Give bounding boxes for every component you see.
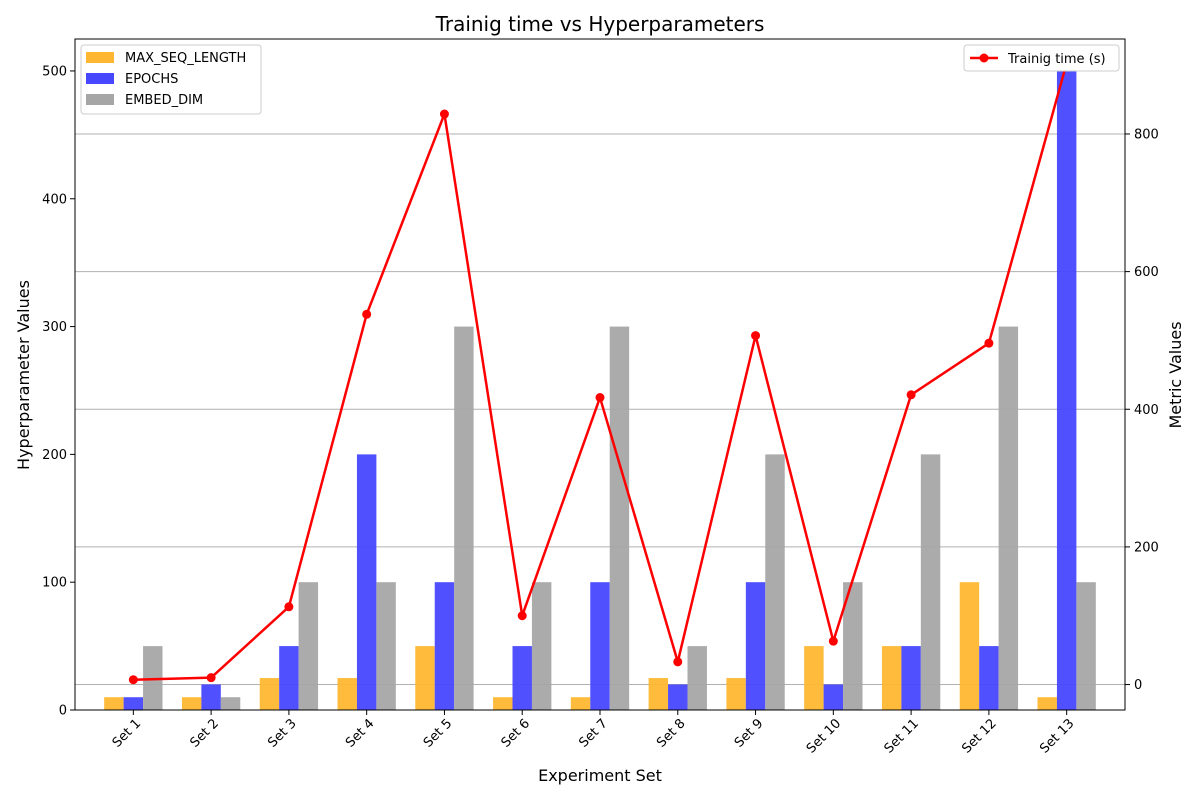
bar-max-seq-length-set-8 [648, 678, 669, 710]
bar-epochs-set-1 [123, 697, 144, 710]
point-training-time-set-8 [673, 657, 683, 667]
legend-swatch-embed-dim [86, 94, 114, 105]
legend-label-embed-dim: EMBED_DIM [125, 93, 203, 108]
bar-epochs-set-2 [201, 684, 221, 710]
bar-epochs-set-7 [590, 582, 610, 710]
x-axis-label: Experiment Set [538, 766, 662, 785]
bar-epochs-set-13 [1056, 70, 1077, 710]
bar-max-seq-length-set-5 [415, 646, 435, 710]
y2-tick-label-200: 200 [1134, 540, 1159, 555]
x-tick-label-set-9: Set 9 [732, 716, 766, 750]
legend-swatch-max-seq-length [86, 52, 114, 63]
bar-epochs-set-4 [356, 454, 377, 710]
x-tick-label-set-10: Set 10 [804, 716, 844, 756]
gridlines [75, 133, 1125, 686]
legend-marker-training-time [979, 53, 989, 63]
legend-label-training-time: Trainig time (s) [1007, 52, 1106, 67]
x-tick-label-set-3: Set 3 [265, 716, 299, 750]
point-training-time-set-7 [595, 393, 605, 403]
bar-max-seq-length-set-11 [881, 646, 902, 710]
bar-embed-dim-set-13 [1076, 582, 1096, 710]
legend-training-time: Trainig time (s) [963, 44, 1120, 72]
right-axis-ticks: 0 200 400 600 800 [1125, 127, 1159, 693]
x-tick-label-set-8: Set 8 [654, 716, 688, 750]
point-training-time-set-6 [517, 611, 527, 621]
y2-tick-label-0: 0 [1134, 678, 1142, 693]
x-tick-label-set-11: Set 11 [882, 716, 922, 756]
y-tick-label-0: 0 [59, 704, 67, 719]
bar-max-seq-length-set-3 [259, 678, 280, 710]
bar-epochs-set-10 [823, 684, 844, 710]
x-tick-label-set-4: Set 4 [343, 716, 377, 750]
bar-embed-dim-set-2 [220, 697, 241, 710]
bar-embed-dim-set-4 [376, 582, 396, 710]
line-series [128, 58, 1072, 685]
bar-embed-dim-set-3 [298, 582, 319, 710]
bar-max-seq-length-set-13 [1037, 697, 1057, 710]
y2-tick-label-400: 400 [1134, 403, 1159, 418]
point-training-time-set-10 [828, 636, 838, 646]
x-tick-label-set-5: Set 5 [421, 716, 455, 750]
y2-tick-label-800: 800 [1134, 127, 1159, 142]
bar-embed-dim-set-12 [998, 326, 1019, 710]
bar-max-seq-length-set-2 [181, 697, 202, 710]
bar-embed-dim-set-8 [687, 646, 707, 710]
bar-epochs-set-3 [279, 646, 299, 710]
x-axis-ticks: Set 1 Set 2 Set 3 Set 4 Set 5 Set 6 Set 7 Set 8… [110, 710, 1077, 757]
bar-max-seq-length-set-1 [104, 697, 124, 710]
x-tick-label-set-2: Set 2 [187, 716, 221, 750]
bar-embed-dim-set-6 [531, 582, 552, 710]
legend-label-epochs: EPOCHS [125, 72, 178, 87]
y2-tick-label-600: 600 [1134, 265, 1159, 280]
bar-embed-dim-set-9 [765, 454, 785, 710]
bar-epochs-set-8 [668, 684, 688, 710]
y-tick-label-100: 100 [42, 576, 67, 591]
bar-max-seq-length-set-7 [570, 697, 591, 710]
point-training-time-set-1 [128, 675, 138, 685]
point-training-time-set-11 [906, 390, 916, 400]
y2-axis-label: Metric Values [1166, 321, 1185, 428]
legend-hyperparameters: MAX_SEQ_LENGTH EPOCHS EMBED_DIM [80, 44, 262, 115]
y-axis-label: Hyperparameter Values [14, 280, 33, 470]
bar-max-seq-length-set-9 [726, 678, 746, 710]
x-tick-label-set-13: Set 13 [1037, 716, 1077, 756]
bar-max-seq-length-set-4 [337, 678, 357, 710]
bar-max-seq-length-set-6 [493, 697, 513, 710]
legend-box-left [80, 44, 262, 115]
point-training-time-set-2 [206, 673, 216, 683]
chart-title: Trainig time vs Hyperparameters [435, 12, 765, 36]
x-tick-label-set-6: Set 6 [499, 716, 533, 750]
point-training-time-set-5 [439, 109, 449, 119]
point-training-time-set-3 [284, 602, 294, 612]
bar-max-seq-length-set-12 [959, 582, 980, 710]
point-training-time-set-9 [751, 331, 761, 341]
bar-epochs-set-5 [434, 582, 455, 710]
x-tick-label-set-7: Set 7 [576, 716, 610, 750]
bars [104, 70, 1096, 710]
legend-label-max-seq-length: MAX_SEQ_LENGTH [125, 51, 246, 66]
y-tick-label-200: 200 [42, 448, 67, 463]
bar-embed-dim-set-10 [843, 582, 863, 710]
y-tick-label-400: 400 [42, 192, 67, 207]
x-tick-label-set-12: Set 12 [959, 716, 999, 756]
point-training-time-set-12 [984, 338, 994, 348]
bar-embed-dim-set-7 [609, 326, 630, 710]
bar-embed-dim-set-5 [454, 326, 474, 710]
bar-max-seq-length-set-10 [804, 646, 824, 710]
y-tick-label-300: 300 [42, 320, 67, 335]
bar-epochs-set-9 [745, 582, 766, 710]
legend-swatch-epochs [86, 73, 114, 84]
bar-embed-dim-set-11 [920, 454, 941, 710]
x-tick-label-set-1: Set 1 [110, 716, 144, 750]
left-axis-ticks: 0 100 200 300 400 500 [42, 64, 75, 719]
bar-epochs-set-6 [512, 646, 532, 710]
y-tick-label-500: 500 [42, 64, 67, 79]
legend-box-right [963, 44, 1120, 72]
bar-epochs-set-12 [979, 646, 999, 710]
bar-epochs-set-11 [901, 646, 921, 710]
point-training-time-set-4 [362, 309, 372, 319]
